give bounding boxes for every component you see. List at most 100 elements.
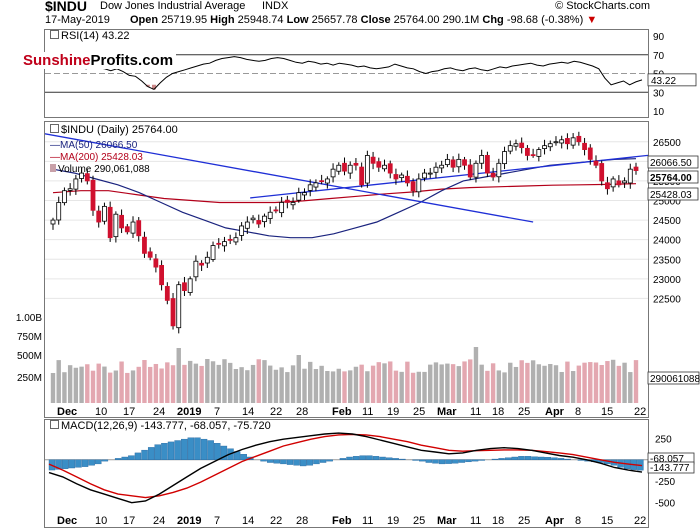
legend-volume: Volume 290,061,088 xyxy=(50,164,178,176)
close-label: Close xyxy=(360,14,391,26)
candle-body xyxy=(84,173,90,182)
logo-part2: Profits.com xyxy=(90,52,174,69)
volume-bar xyxy=(182,364,187,403)
volume-bar xyxy=(548,364,553,403)
volume-bar xyxy=(468,359,473,403)
volume-bar xyxy=(622,362,627,403)
volume-bar xyxy=(610,359,616,403)
candle-body xyxy=(622,180,627,184)
legend-ma200-text: MA(200) 25428.03 xyxy=(60,152,143,163)
volume-bar xyxy=(187,360,193,403)
price-tick-label: 23500 xyxy=(653,255,681,266)
volume-value: 290.1M xyxy=(442,14,480,26)
volume-bar xyxy=(593,362,599,403)
volume-bar xyxy=(313,369,319,403)
macd-histogram-bar xyxy=(128,455,135,460)
candle-body xyxy=(284,199,290,203)
macd-histogram-bar xyxy=(379,456,386,460)
macd-histogram-bar xyxy=(359,455,366,460)
volume-bar xyxy=(176,348,181,403)
line-icon: — xyxy=(50,152,60,163)
candle-body xyxy=(633,166,639,171)
x-tick-label: 14 xyxy=(242,515,254,527)
macd-histogram-bar xyxy=(544,457,552,460)
volume-bar xyxy=(342,371,347,403)
volume-bar xyxy=(125,372,130,403)
x-tick-label: Apr xyxy=(545,406,565,417)
x-tick-label: 2019 xyxy=(177,515,201,527)
macd-histogram-bar xyxy=(538,456,545,460)
volume-bar xyxy=(525,362,530,403)
volume-bar xyxy=(445,363,450,403)
volume-bar xyxy=(576,365,582,403)
x-tick-label: 7 xyxy=(214,406,220,417)
rsi-tick-label: 10 xyxy=(653,107,665,118)
candle-body xyxy=(456,158,462,168)
candle-body xyxy=(422,172,427,179)
candle-body xyxy=(450,159,456,168)
volume-bar xyxy=(250,364,256,403)
x-tick-label: 22 xyxy=(270,515,282,527)
x-tick-label: 8 xyxy=(575,515,581,527)
volume-bar xyxy=(405,361,410,403)
ohlc-line: Open 25719.95 High 25948.74 Low 25657.78… xyxy=(130,14,597,26)
macd-histogram-bar xyxy=(372,456,380,460)
macd-histogram-bar xyxy=(445,459,452,464)
volume-bar xyxy=(102,366,107,403)
volume-bar xyxy=(273,369,279,403)
ma200-flag-label: 25428.03 xyxy=(650,190,692,201)
rsi-label: RSI(14) 43.22 xyxy=(50,30,129,42)
candle-body xyxy=(302,192,307,196)
macd-histogram-bar xyxy=(55,459,62,470)
x-tick-label: 25 xyxy=(518,406,530,417)
macd-histogram-bar xyxy=(286,459,294,465)
candle-body xyxy=(222,241,227,247)
candle-body xyxy=(553,141,559,144)
price-chart xyxy=(0,125,700,403)
volume-bar xyxy=(153,363,159,403)
line-icon: — xyxy=(50,140,60,151)
candle-body xyxy=(256,220,262,225)
candle-body xyxy=(216,242,222,245)
macd-histogram-bar xyxy=(174,440,181,460)
volume-bar xyxy=(370,365,376,403)
candle-body xyxy=(176,284,182,329)
x-tick-label: Dec xyxy=(57,515,77,527)
price-panel xyxy=(0,121,700,406)
candle-body xyxy=(565,138,570,145)
candle-body xyxy=(387,163,393,174)
x-tick-label: Feb xyxy=(332,406,352,417)
candle-body xyxy=(130,221,136,234)
volume-bar xyxy=(73,367,79,403)
x-tick-label: 11 xyxy=(470,515,481,527)
volume-bar xyxy=(199,365,204,403)
volume-bar xyxy=(542,365,547,403)
macd-histogram-bar xyxy=(551,457,558,460)
macd-histogram-bar xyxy=(147,447,155,460)
price-tick-label: 24500 xyxy=(653,216,681,227)
macd-histogram-bar xyxy=(154,444,161,460)
candle-body xyxy=(244,221,250,229)
macd-histogram-bar xyxy=(167,441,175,460)
volume-bar xyxy=(262,360,267,403)
volume-bar xyxy=(388,361,393,403)
macd-histogram-bar xyxy=(524,456,532,460)
price-tick-label: 24000 xyxy=(653,236,681,247)
macd-histogram-bar xyxy=(240,454,247,460)
candle-body xyxy=(124,226,130,233)
macd-histogram-bar xyxy=(194,437,201,460)
candle-body xyxy=(399,174,405,179)
candle-body xyxy=(170,298,176,327)
candle-body xyxy=(473,162,479,178)
rsi-legend: RSI(14) 43.22 xyxy=(61,30,130,42)
macd-histogram-bar xyxy=(491,458,499,460)
x-tick-label: 10 xyxy=(95,515,107,527)
x-tick-label: 7 xyxy=(214,515,220,527)
candle-body xyxy=(296,192,302,201)
macd-histogram-bar xyxy=(68,459,76,469)
volume-bar xyxy=(193,363,199,403)
watermark: © StockCharts.com xyxy=(555,0,650,12)
macd-histogram-bar xyxy=(564,458,571,460)
candle-body xyxy=(593,160,599,166)
volume-bar xyxy=(165,362,170,403)
